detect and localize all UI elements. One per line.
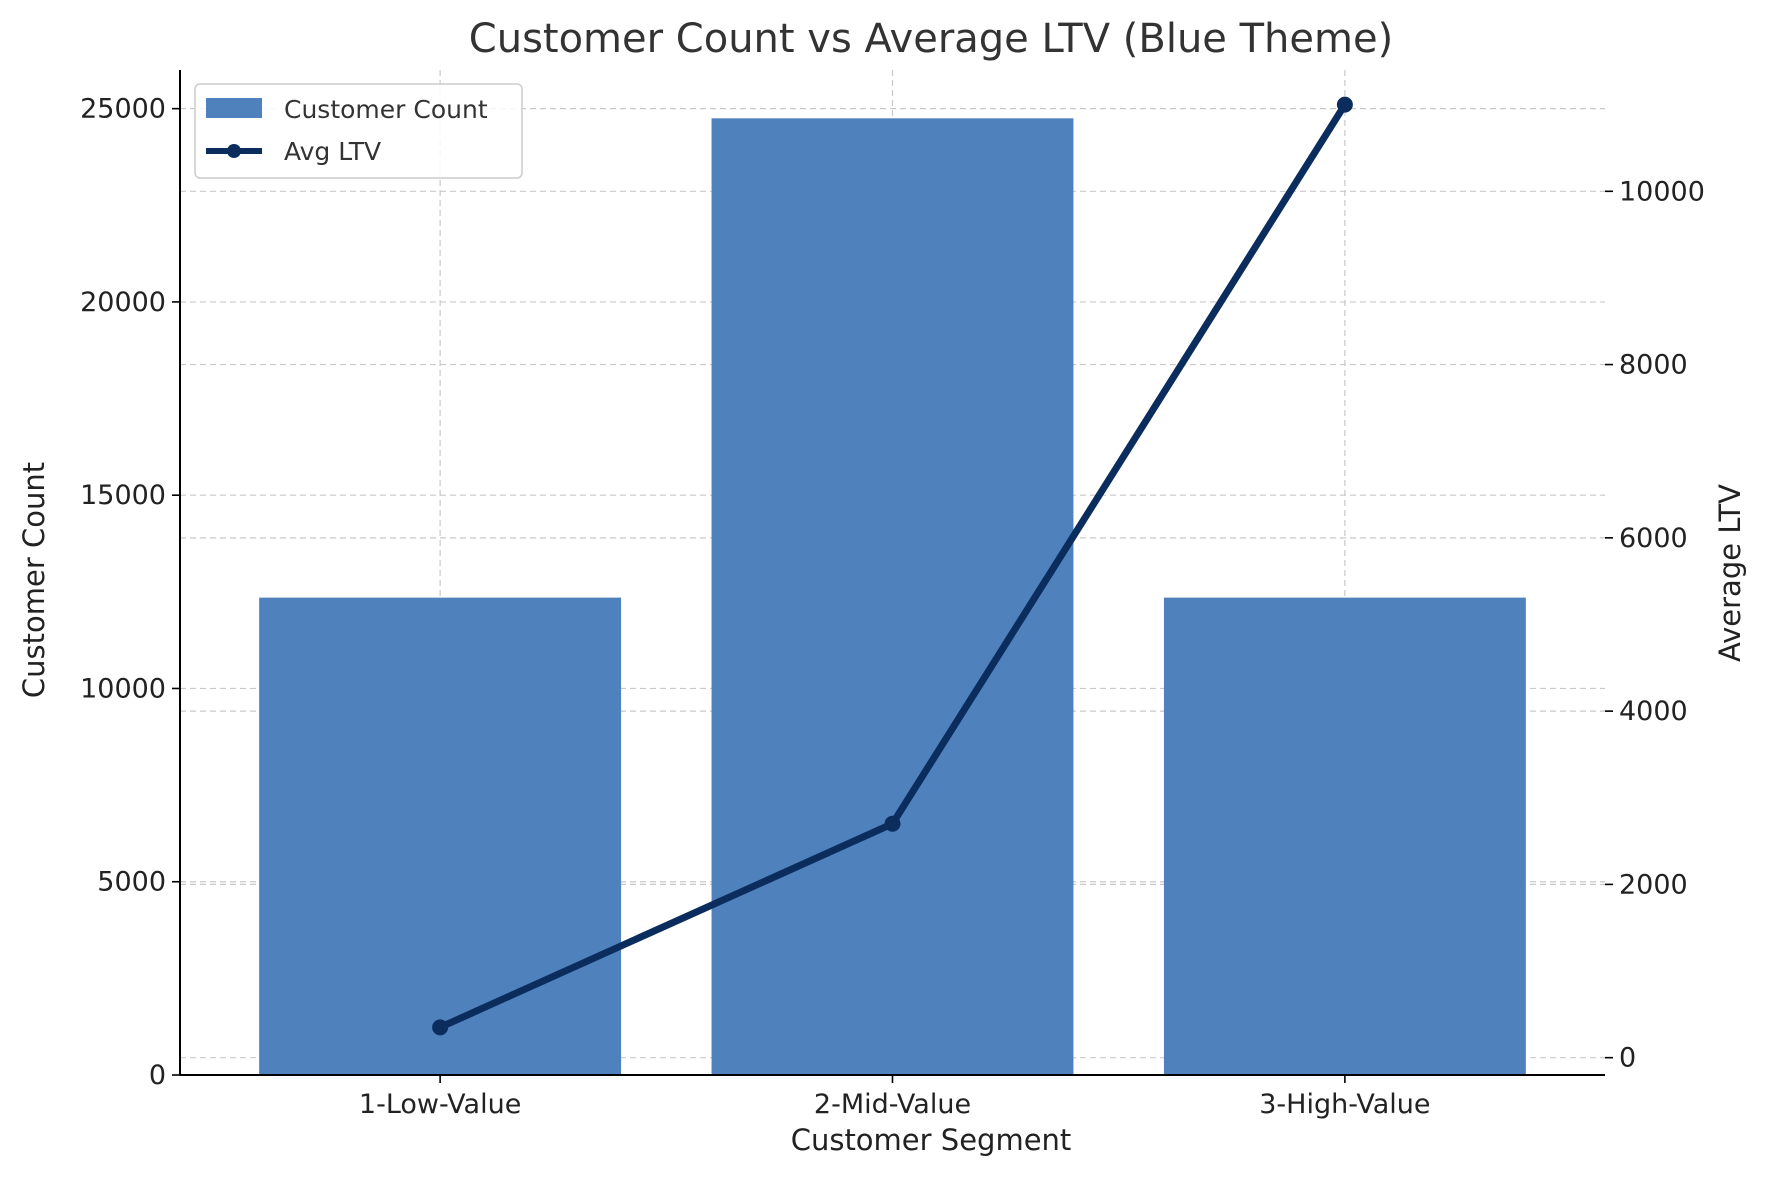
y-tick-label-right: 8000: [1619, 350, 1688, 381]
bars: [259, 118, 1526, 1075]
legend-marker-avg-ltv: [227, 144, 241, 158]
legend-box: [194, 83, 523, 179]
bar-customer-count: [711, 118, 1074, 1075]
axes: 0 5000 10000 15000 20000 25000 0 2000 4000 6000 80…: [80, 70, 1705, 1120]
legend-label-customer-count: Customer Count: [284, 95, 488, 124]
legend-label-avg-ltv: Avg LTV: [284, 137, 381, 166]
legend-swatch-customer-count: [206, 98, 262, 118]
x-tick-label: 1-Low-Value: [359, 1089, 521, 1120]
x-tick-label: 3-High-Value: [1259, 1089, 1430, 1120]
y-tick-label-right: 0: [1619, 1043, 1636, 1074]
x-axis-label: Customer Segment: [791, 1123, 1072, 1157]
point-avg-ltv: [884, 815, 901, 832]
point-avg-ltv: [1336, 96, 1353, 113]
ltv-line: [432, 96, 1353, 1036]
y-tick-label-right: 2000: [1619, 869, 1688, 900]
y-tick-label-left: 0: [149, 1060, 166, 1091]
x-tick-label: 2-Mid-Value: [814, 1089, 971, 1120]
y-tick-label-right: 4000: [1619, 696, 1688, 727]
bar-customer-count: [1163, 597, 1526, 1075]
y-tick-label-left: 25000: [80, 94, 166, 125]
y-tick-label-left: 10000: [80, 673, 166, 704]
point-avg-ltv: [432, 1019, 449, 1036]
y-tick-label-left: 5000: [97, 867, 166, 898]
y-axis-label-left: Customer Count: [17, 462, 51, 698]
y-tick-label-right: 6000: [1619, 523, 1688, 554]
legend: Customer Count Avg LTV: [194, 83, 523, 179]
y-tick-label-left: 15000: [80, 480, 166, 511]
y-tick-label-left: 20000: [80, 287, 166, 318]
y-tick-label-right: 10000: [1619, 176, 1705, 207]
y-axis-label-right: Average LTV: [1713, 484, 1747, 662]
bar-customer-count: [259, 597, 622, 1075]
chart-title: Customer Count vs Average LTV (Blue Them…: [469, 16, 1393, 62]
